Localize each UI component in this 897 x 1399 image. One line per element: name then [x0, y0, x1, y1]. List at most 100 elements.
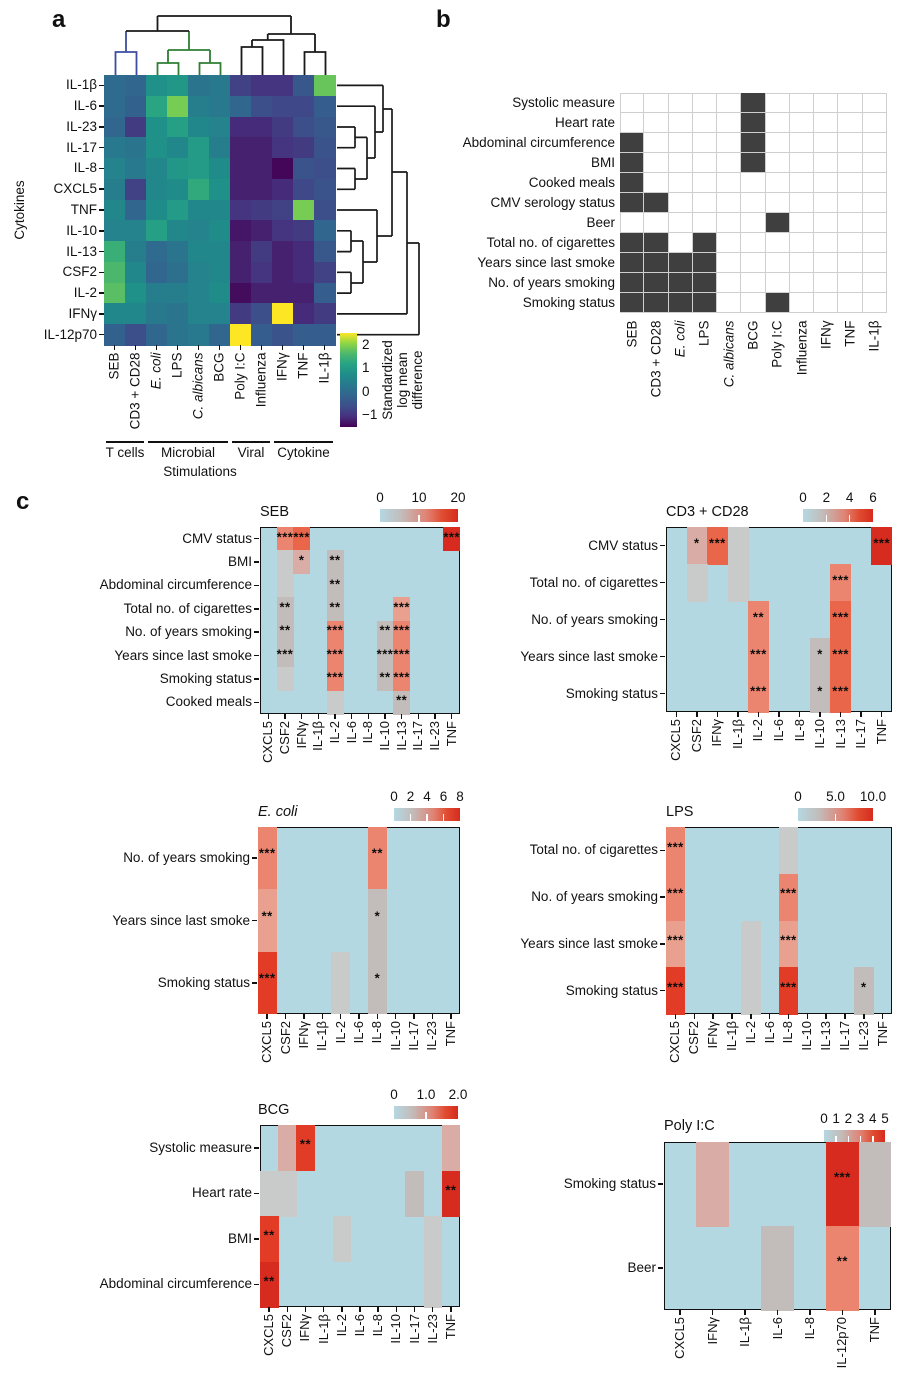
heatmap-cell [830, 638, 852, 676]
panel-a-letter: a [52, 6, 66, 33]
binary-cell [692, 253, 718, 273]
heatmap-cell [251, 241, 273, 263]
axis-tick [844, 1014, 846, 1019]
significance-stars: ** [263, 1227, 275, 1243]
binary-cell [789, 173, 815, 193]
subpanel-col-label: IL-13 [832, 719, 848, 749]
panel-b-row-label: CMV serology status [490, 195, 615, 210]
axis-tick [286, 1307, 289, 1312]
significance-stars: *** [750, 683, 767, 699]
subpanel-colorbar-tick-label: 20 [450, 490, 466, 505]
axis-tick [302, 345, 305, 350]
binary-cell [838, 253, 863, 273]
binary-cell [620, 173, 645, 193]
axis-tick [113, 345, 116, 350]
heatmap-cell [278, 1125, 297, 1171]
panel-a-colorbar-tick-label: −1 [362, 407, 378, 423]
heatmap-cell [443, 527, 461, 551]
subpanel-col-label: IL-8 [801, 1317, 817, 1340]
heatmap-cell [188, 282, 210, 305]
heatmap-cell [326, 643, 344, 668]
heatmap-cell [441, 1125, 461, 1171]
subpanel-colorbar-tick [425, 1112, 427, 1119]
heatmap-cell [230, 95, 252, 118]
stimulation-group-label: Cytokine [277, 445, 330, 460]
binary-cell [765, 193, 790, 213]
heatmap-cell [272, 282, 294, 305]
axis-tick [99, 230, 104, 232]
panel-a-row-label: IFNγ [68, 305, 98, 321]
significance-stars: ** [379, 669, 391, 685]
subpanel-row-label: Smoking status [565, 982, 658, 998]
binary-cell [692, 113, 718, 133]
axis-tick [358, 1014, 360, 1019]
subpanel-col-label: CSF2 [686, 1021, 702, 1055]
binary-cell [814, 153, 839, 173]
significance-stars: *** [780, 932, 797, 948]
subpanel-col-label: IL-10 [388, 1314, 404, 1344]
binary-cell [644, 173, 669, 193]
axis-tick [376, 1014, 379, 1019]
binary-cell [838, 193, 863, 213]
heatmap-cell [272, 241, 294, 263]
heatmap-cell [741, 967, 761, 1015]
binary-cell [789, 233, 815, 253]
axis-tick [300, 714, 303, 719]
stimulation-group-line [148, 441, 228, 443]
binary-cell [717, 93, 742, 113]
subpanel-col-label: CXCL5 [261, 1314, 277, 1356]
subpanel-row-label: Smoking status [563, 1176, 656, 1191]
subpanel-col-label: CXCL5 [667, 1021, 683, 1063]
heatmap-cell [188, 199, 210, 221]
panel-b-row-label: Years since last smoke [477, 255, 615, 270]
significance-stars: *** [834, 1169, 851, 1185]
heatmap-cell [326, 667, 344, 692]
heatmap-cell [209, 178, 231, 201]
binary-cell [789, 93, 815, 113]
heatmap-cell [272, 75, 294, 97]
heatmap-cell [666, 967, 686, 1015]
axis-tick [819, 712, 821, 717]
panel-b-row-label: Cooked meals [528, 175, 615, 190]
heatmap-cell [293, 527, 311, 551]
axis-tick [252, 982, 257, 984]
subpanel-colorbar-tick [847, 1136, 850, 1143]
axis-tick [339, 1014, 342, 1019]
subpanel-row-label: Cooked meals [165, 694, 252, 710]
significance-stars: ** [299, 1136, 312, 1152]
subpanel-colorbar-tick-label: 6 [439, 789, 448, 804]
subpanel-row-label: Years since last smoke [520, 648, 658, 664]
subpanel-col-label: IL-17 [853, 719, 869, 749]
heatmap-cell [230, 220, 252, 242]
axis-tick [716, 712, 719, 717]
heatmap-cell [376, 620, 394, 645]
heatmap-cell [707, 527, 729, 565]
heatmap-cell [666, 920, 686, 968]
panel-a-row-label: IL-10 [66, 222, 97, 238]
subpanel-colorbar-tick-label: 8 [456, 789, 464, 804]
axis-tick [155, 345, 158, 350]
heatmap-cell [188, 241, 210, 263]
heatmap-cell [376, 667, 394, 692]
heatmap-cell [230, 282, 252, 305]
subpanel-col-label: CXCL5 [259, 1021, 275, 1063]
heatmap-cell [230, 158, 252, 180]
subpanel-row-label: No. of years smoking [531, 889, 658, 905]
axis-tick [778, 712, 780, 717]
significance-stars: *** [667, 979, 684, 995]
subpanel-row-label: BMI [227, 1230, 252, 1246]
panel-a-col-label: BCG [211, 352, 227, 382]
axis-tick [281, 345, 284, 350]
axis-tick [254, 1238, 259, 1240]
subpanel-col-label: IL-23 [427, 721, 442, 751]
axis-tick [798, 712, 801, 717]
stimulation-group-line [232, 441, 270, 443]
heatmap-cell [209, 199, 231, 221]
heatmap-cell [167, 282, 189, 305]
binary-cell [862, 153, 887, 173]
subpanel-col-label: CSF2 [277, 721, 292, 755]
binary-cell [692, 133, 718, 153]
axis-tick [880, 712, 883, 717]
axis-tick [350, 714, 353, 719]
dendrogram-branch-rows [337, 84, 420, 336]
